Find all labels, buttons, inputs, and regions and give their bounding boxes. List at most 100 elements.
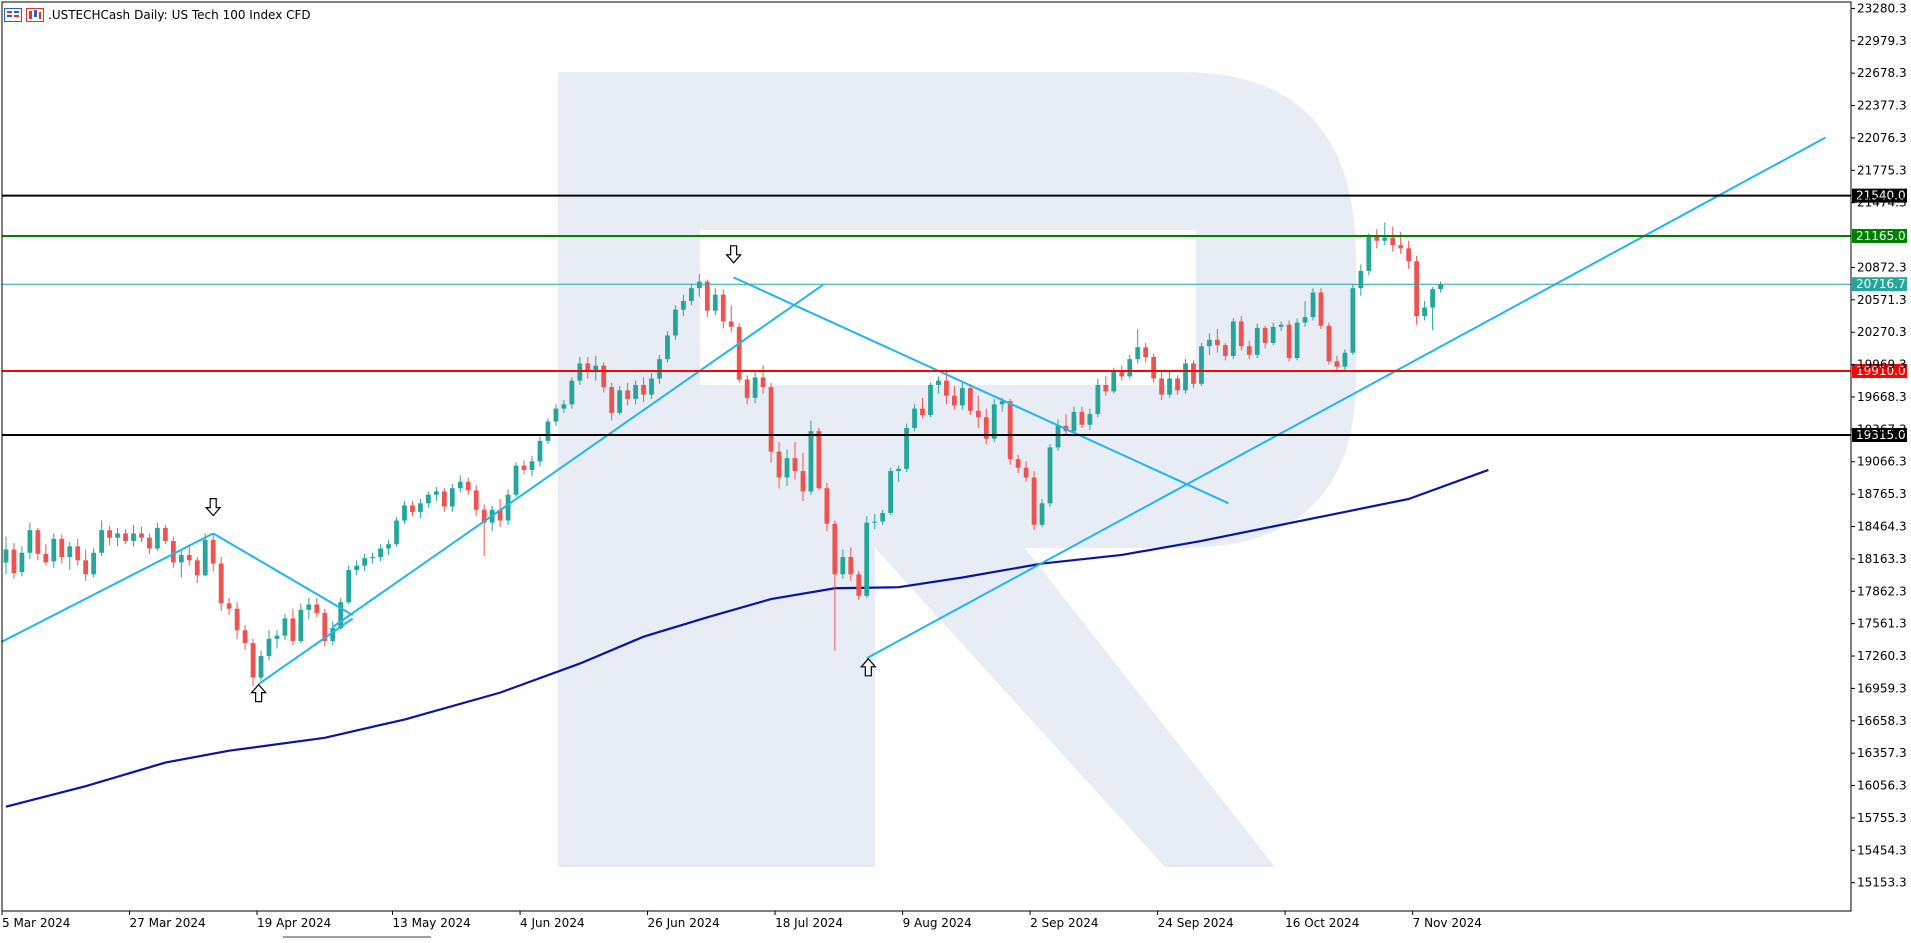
bullish-candle [346,565,352,605]
candle-body [3,549,9,563]
candle-body [1366,235,1372,271]
support-value: 19910.0 [1856,364,1906,378]
candle-body [1071,411,1077,432]
bullish-candle [1087,408,1093,431]
bearish-candle [410,501,415,517]
bullish-candle [673,305,678,340]
candle-body [1270,326,1276,344]
candle-body [83,560,89,575]
bearish-candle [43,544,49,566]
bullish-candle [633,380,638,405]
candle-body [218,563,224,604]
candle-body [673,309,678,336]
bullish-candle [665,331,670,363]
bearish-candle [1215,329,1220,353]
bearish-candle [768,382,774,463]
bullish-candle [928,382,933,418]
candle-body [720,294,726,322]
y-tick-label: 17260.3 [1857,649,1907,663]
candle-body [242,630,248,644]
candle-body [306,604,312,610]
candle-body [696,281,702,289]
bullish-candle [27,522,33,560]
x-tick-label: 7 Nov 2024 [1413,916,1482,930]
candle-body [394,520,399,545]
candle-body [601,365,607,388]
candle-body [346,569,352,603]
bearish-candle [1238,316,1244,351]
bullish-candle [202,533,208,577]
candle-body [67,546,73,558]
bullish-candle [274,630,280,649]
candle-body [425,494,431,504]
candle-body [880,512,886,522]
candle-body [59,538,65,558]
candle-body [465,481,471,491]
bullish-candle [872,514,878,530]
trendlines-layer[interactable] [0,136,1826,685]
candle-body [585,363,591,373]
bullish-candle [338,597,344,631]
levels-layer[interactable]: 21540.0 21165.0 20716.7 19910.0 19315.0 [2,188,1907,442]
y-tick-label: 21474.3 [1857,196,1907,210]
candle-body [1199,346,1204,384]
y-tick-label: 20872.3 [1857,260,1907,274]
bearish-candle [625,382,631,406]
bearish-candle [83,549,89,581]
chart-type-icon[interactable] [26,8,44,22]
x-tick-label: 26 Jun 2024 [648,916,720,930]
trendline-july-fall [733,276,1229,505]
bearish-candle [1079,406,1085,428]
bearish-candle [1143,343,1149,363]
chart-menu-icon[interactable] [4,8,22,22]
y-tick-label: 16056.3 [1857,779,1907,793]
trendline-april-low-rise [258,617,354,685]
x-tick-label: 13 May 2024 [393,916,471,930]
bullish-candle [425,491,431,508]
bullish-candle [681,294,686,317]
moving-average-layer [5,468,1489,808]
candle-body [258,656,264,678]
candle-body [649,378,654,395]
bullish-candle [1183,359,1188,394]
candle-body [194,560,200,576]
bearish-candle [1119,365,1125,381]
x-tick-label: 18 Jul 2024 [775,916,843,930]
bullish-candle [1294,318,1300,361]
bullish-candle [840,549,846,579]
bearish-candle [1414,255,1420,325]
candle-body [936,380,941,385]
bullish-candle [864,516,870,598]
bullish-candle [418,498,423,519]
bullish-candle [115,528,120,547]
bearish-candle [975,395,981,428]
candle-body [577,363,583,381]
current-price-tag [1852,277,1907,292]
bearish-candle [194,557,200,583]
bullish-candle [1071,406,1077,437]
candle-body [665,335,670,360]
candle-body [1087,414,1093,425]
bullish-candle [1135,329,1141,364]
top-arrow-july [725,245,742,264]
current-price-value: 20716.7 [1856,277,1906,291]
bullish-candle [688,283,694,306]
bullish-candle [258,650,264,681]
candle-body [1230,321,1236,356]
bearish-candle [290,608,296,646]
candle-body [27,530,33,553]
top-arrow-march [204,497,222,517]
candle-body [1382,237,1388,241]
bullish-candle [529,455,535,477]
bullish-candle [696,274,702,297]
candle-body [784,458,790,478]
y-tick-label: 18163.3 [1857,552,1907,566]
resistance-tag [1852,228,1907,243]
candle-body [354,565,360,570]
bearish-candle [728,305,734,333]
bearish-candle [641,377,646,403]
y-tick-label: 16658.3 [1857,714,1907,728]
